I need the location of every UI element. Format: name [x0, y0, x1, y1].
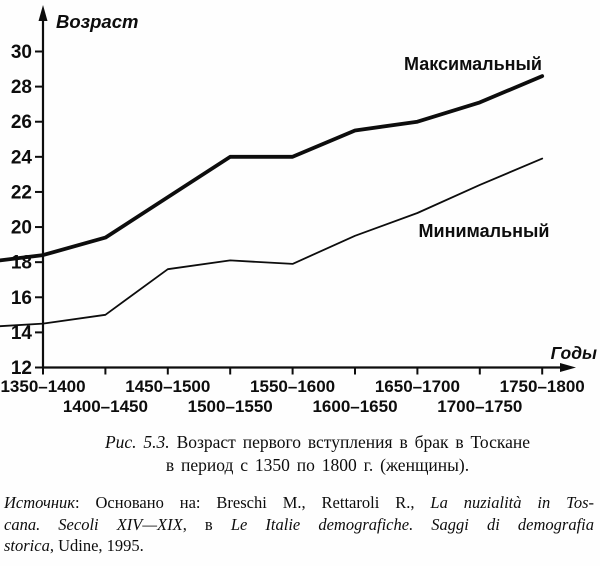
- source-line-1: Источник: Основано на: Breschi M., Retta…: [4, 492, 594, 514]
- source-segment-italic: Le Italie demografiche. Saggi di demogra…: [230, 514, 595, 534]
- caption-text: Возраст первого вступления в брак в Тоск…: [176, 432, 531, 452]
- source-segment: , Udine, 1995.: [49, 536, 144, 555]
- max-series-label: Максимальный: [404, 54, 542, 74]
- source-line-3: storica, Udine, 1995.: [4, 535, 594, 557]
- source-segment-italic: cana. Secoli XIV—XIX: [4, 514, 183, 534]
- min-series-line: [0, 157, 544, 328]
- y-tick-label: 12: [11, 358, 32, 379]
- x-axis-arrow-icon: [560, 363, 576, 372]
- y-tick-label: 14: [11, 323, 33, 344]
- x-tick-label: 1400–1450: [63, 397, 148, 416]
- y-tick-label: 16: [11, 288, 32, 309]
- min-series-label: Минимальный: [419, 221, 550, 241]
- y-tick-label: 28: [11, 77, 32, 98]
- x-tick-label: 1700–1750: [437, 397, 522, 416]
- x-tick-label: 1650–1700: [375, 377, 460, 396]
- max-series-line: [0, 74, 545, 263]
- source-segment: : Основано на: Breschi M., Rettaroli R.,: [75, 493, 431, 512]
- source-segment-italic: Источник: [4, 493, 76, 512]
- x-tick-label: 1550–1600: [250, 377, 335, 396]
- x-tick-label: 1750–1800: [500, 377, 585, 396]
- x-axis-title: Годы: [551, 343, 597, 363]
- figure-number-label: Рис. 5.3.: [104, 432, 170, 452]
- caption-line-2: в период с 1350 по 1800 г. (женщины).: [165, 455, 470, 475]
- y-tick-label: 20: [11, 218, 32, 239]
- y-axis-arrow-icon: [38, 5, 48, 21]
- x-tick-label: 1600–1650: [312, 397, 397, 416]
- y-tick-label: 24: [11, 147, 33, 168]
- caption-line-1: Рис. 5.3. Возраст первого вступления в б…: [45, 431, 590, 454]
- x-tick-label: 1450–1500: [125, 377, 210, 396]
- source-line-2: cana. Secoli XIV—XIX, в Le Italie demogr…: [4, 514, 594, 536]
- y-tick-label: 30: [11, 42, 32, 63]
- source-note: Источник: Основано на: Breschi M., Retta…: [4, 492, 594, 557]
- y-tick-label: 26: [11, 112, 32, 133]
- x-tick-label: 1350–1400: [0, 377, 85, 396]
- source-segment-italic: storica: [4, 536, 50, 555]
- age-at-marriage-line-chart: 121416182022242628301350–14001400–145014…: [0, 5, 597, 416]
- y-tick-label: 22: [11, 182, 32, 203]
- figure-caption: Рис. 5.3. Возраст первого вступления в б…: [45, 431, 590, 477]
- x-tick-label: 1500–1550: [188, 397, 273, 416]
- source-segment-italic: La nuzialità in Tos-: [430, 493, 594, 512]
- source-segment: , в: [182, 514, 231, 534]
- y-axis-title: Возраст: [56, 11, 138, 32]
